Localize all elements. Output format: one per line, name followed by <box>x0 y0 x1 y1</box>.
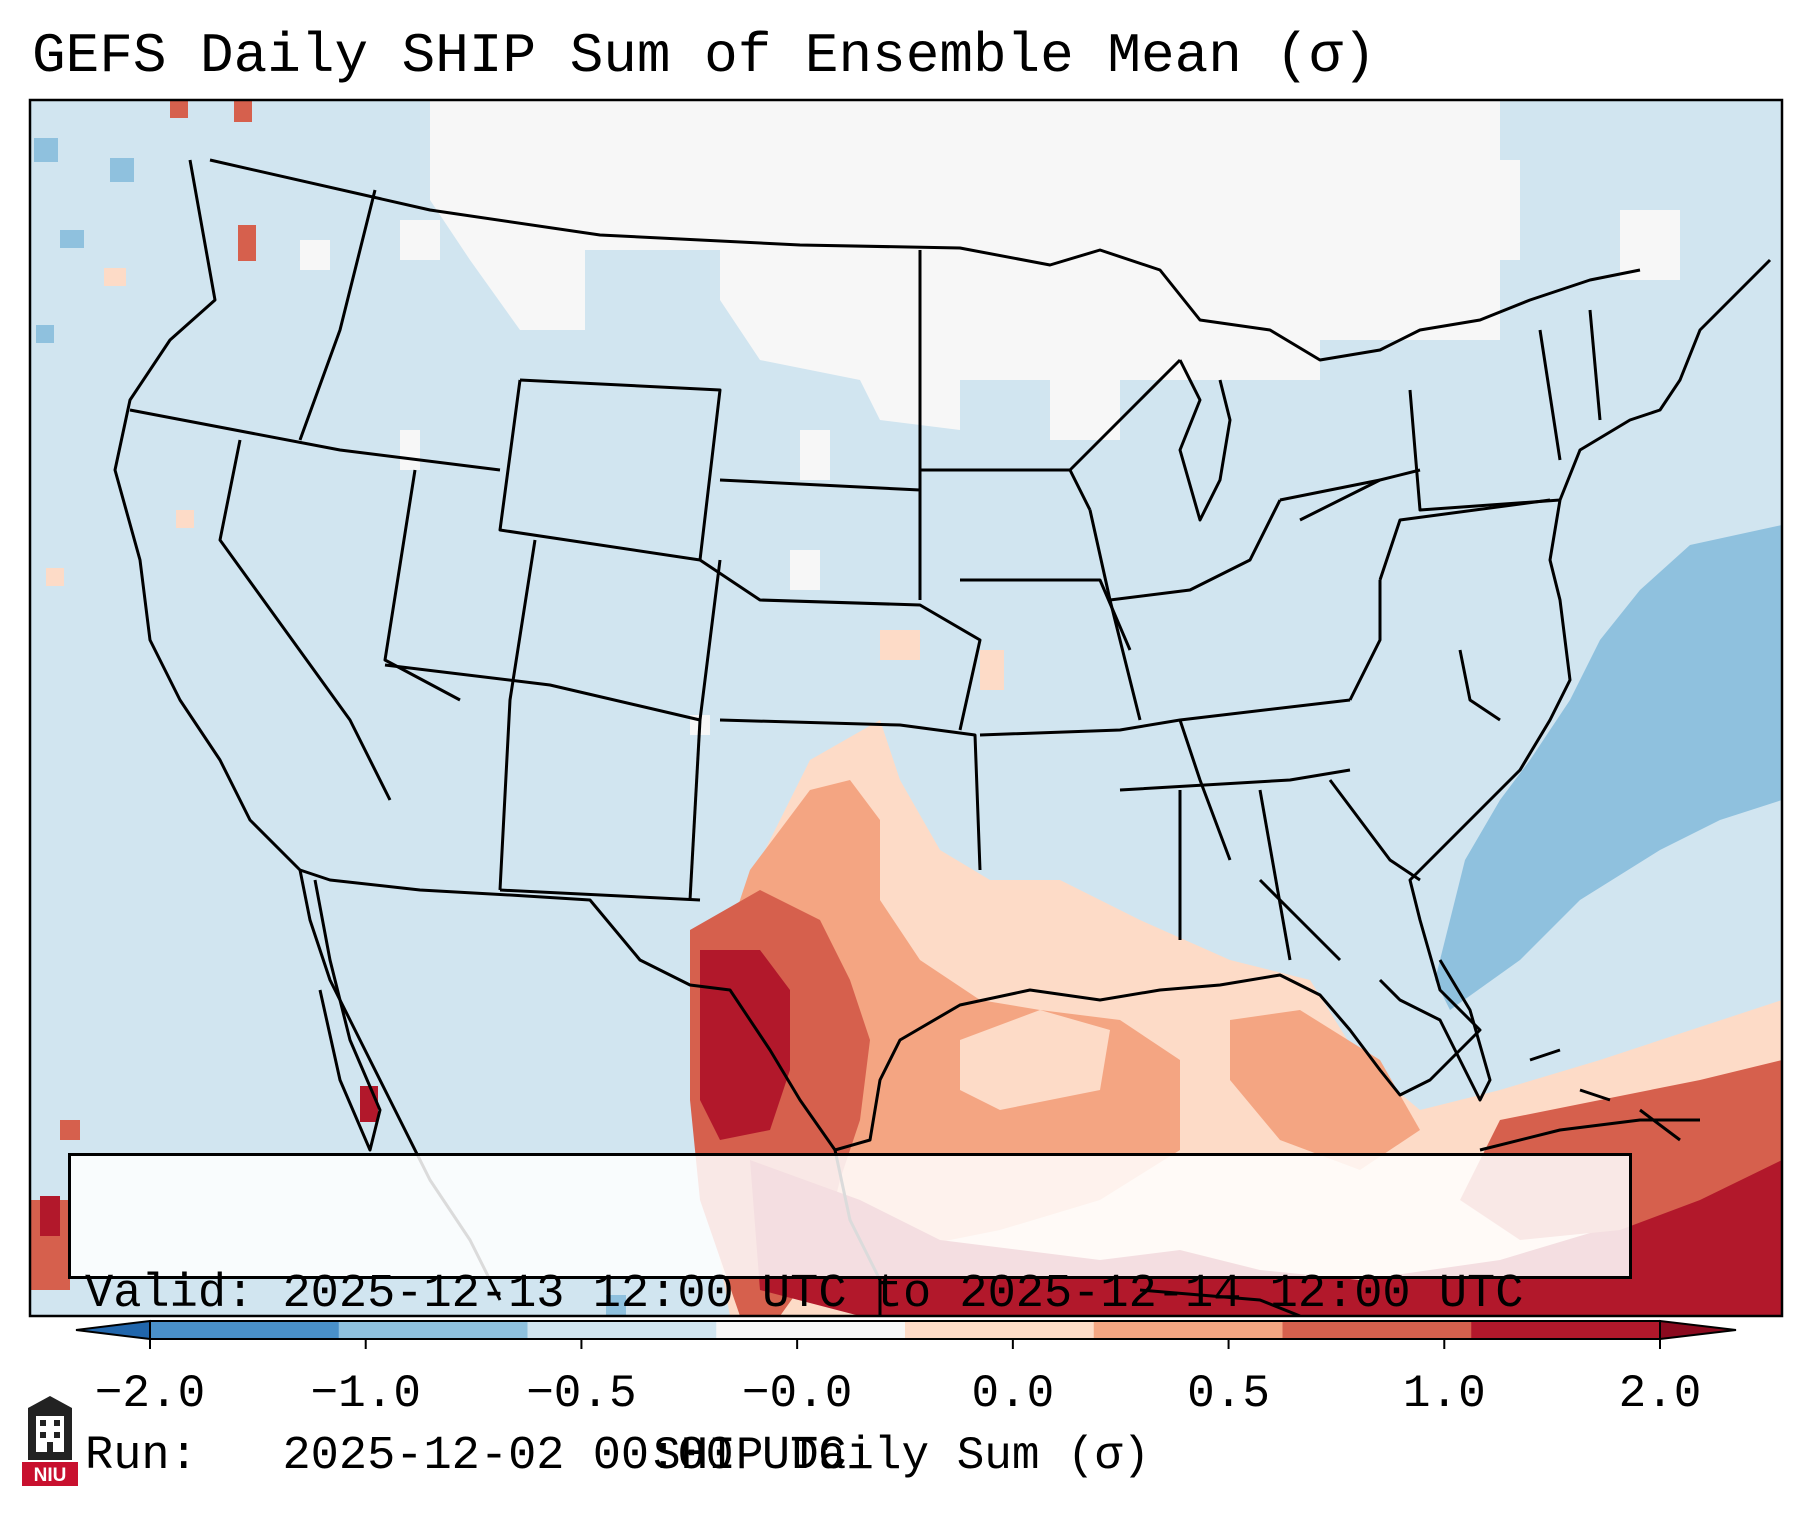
info-box: Valid: 2025-12-13 12:00 UTC to 2025-12-1… <box>68 1153 1632 1483</box>
colorbar-segment <box>1093 1321 1283 1339</box>
colorbar-tick-label: 1.0 <box>1403 1368 1486 1420</box>
cuba <box>1479 1118 1700 1152</box>
colorbar-tick-label: 0.0 <box>971 1368 1054 1420</box>
colorbar-tick-label: −0.5 <box>526 1368 636 1420</box>
colorbar-tick-label: −0.0 <box>742 1368 852 1420</box>
colorbar-segment <box>338 1321 528 1339</box>
valid-label: Valid: <box>85 1268 255 1321</box>
colorbar-tick-label: 2.0 <box>1619 1368 1702 1420</box>
colorbar-outline <box>149 1320 1661 1340</box>
valid-value: 2025-12-13 12:00 UTC to 2025-12-14 12:00… <box>282 1268 1524 1321</box>
figure-title: GEFS Daily SHIP Sum of Ensemble Mean (σ) <box>32 24 1377 88</box>
negative-speckles <box>34 138 626 1315</box>
us-canada-border <box>209 158 1641 362</box>
colorbar: −2.0 −1.0 −0.5 −0.0 0.0 0.5 1.0 2.0 <box>75 1319 1737 1420</box>
colorbar-tick-label: −1.0 <box>311 1368 421 1420</box>
us-outline <box>113 159 1772 1152</box>
run-line: Run: 2025-12-02 00:00 UTC <box>85 1430 1615 1484</box>
colorbar-segment <box>150 1321 340 1339</box>
logo-text: NIU <box>34 1465 67 1486</box>
colorbar-segment <box>905 1321 1095 1339</box>
colorbar-label: SHIP Daily Sum (σ) <box>653 1430 1150 1482</box>
baja <box>313 879 382 1152</box>
colorbar-segment <box>527 1321 717 1339</box>
colorbar-tick-label: 0.5 <box>1187 1368 1270 1420</box>
colorbar-segment <box>1282 1321 1472 1339</box>
boundaries <box>113 158 1772 1316</box>
map-frame <box>28 98 1784 1318</box>
atlantic-negative-area <box>1435 525 1782 1010</box>
run-value: 2025-12-02 00:00 UTC <box>282 1430 847 1483</box>
colorbar-segment <box>716 1321 906 1339</box>
map-panel <box>30 100 1782 1316</box>
positive-speckles <box>30 100 1004 1290</box>
colorbar-extend-high <box>1659 1319 1737 1341</box>
valid-line: Valid: 2025-12-13 12:00 UTC to 2025-12-1… <box>85 1268 1615 1322</box>
great-lakes-erie <box>1299 468 1421 522</box>
niu-logo: NIU <box>22 1396 78 1486</box>
colorbar-tick-label: −2.0 <box>95 1368 205 1420</box>
florida <box>1378 959 1492 1102</box>
neutral-field-patches <box>300 100 1680 735</box>
colorbar-segment <box>1471 1321 1661 1339</box>
run-label: Run: <box>85 1430 198 1483</box>
great-lakes-michigan <box>1178 359 1232 522</box>
